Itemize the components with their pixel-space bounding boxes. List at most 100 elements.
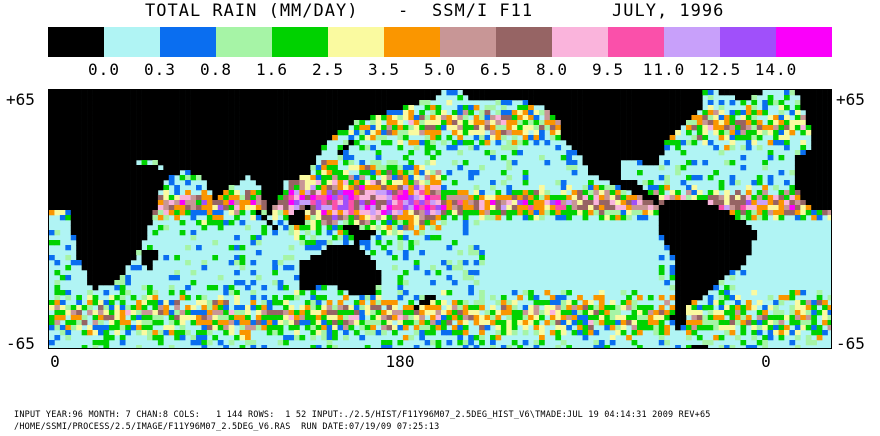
rain-cell xyxy=(174,315,180,321)
rain-cell xyxy=(348,210,355,216)
rain-cell xyxy=(430,145,436,151)
rain-cell xyxy=(337,195,344,201)
rain-cell xyxy=(522,170,529,176)
rain-cell xyxy=(59,330,66,336)
rain-cell xyxy=(294,325,300,331)
rain-cell xyxy=(702,320,709,326)
rain-cell xyxy=(125,325,131,331)
rain-cell xyxy=(718,200,725,206)
rain-cell xyxy=(375,190,382,196)
land-cell xyxy=(196,140,202,146)
rain-cell xyxy=(751,195,758,201)
rain-cell xyxy=(228,310,235,316)
land-cell xyxy=(87,205,93,211)
land-cell xyxy=(234,135,240,141)
rain-cell xyxy=(228,195,235,201)
rain-cell xyxy=(560,205,567,211)
rain-cell xyxy=(805,335,812,341)
land-cell xyxy=(294,155,300,161)
land-cell xyxy=(359,235,366,241)
land-cell xyxy=(620,115,627,121)
land-cell xyxy=(70,120,77,126)
land-cell xyxy=(49,205,55,211)
land-cell xyxy=(163,110,170,116)
land-cell xyxy=(332,120,338,126)
rain-cell xyxy=(201,195,208,201)
land-cell xyxy=(87,200,93,206)
rain-cell xyxy=(794,325,801,331)
rain-cell xyxy=(658,330,665,336)
rain-cell xyxy=(789,330,796,336)
land-cell xyxy=(304,270,311,276)
land-cell xyxy=(620,90,627,96)
rain-cell xyxy=(626,200,632,206)
land-cell xyxy=(98,135,104,141)
rain-cell xyxy=(402,270,409,276)
rain-cell xyxy=(147,285,153,291)
land-cell xyxy=(130,145,137,151)
rain-cell xyxy=(740,145,747,151)
rain-cell xyxy=(386,180,393,186)
rain-cell xyxy=(451,125,458,131)
land-cell xyxy=(87,120,93,126)
rain-cell xyxy=(375,155,382,161)
rain-cell xyxy=(435,210,442,216)
rain-cell xyxy=(359,195,366,201)
land-cell xyxy=(70,155,77,161)
rain-cell xyxy=(223,290,229,296)
rain-cell xyxy=(446,205,453,211)
rain-cell xyxy=(413,210,420,216)
rain-cell xyxy=(435,125,442,131)
land-cell xyxy=(179,135,186,141)
rain-cell xyxy=(751,95,758,101)
land-cell xyxy=(272,195,278,201)
rain-cell xyxy=(266,310,273,316)
rain-cell xyxy=(735,110,741,116)
rain-cell xyxy=(740,270,747,276)
rain-cell xyxy=(451,315,458,321)
land-cell xyxy=(332,245,338,251)
land-cell xyxy=(223,135,229,141)
rain-cell xyxy=(506,195,513,201)
rain-cell xyxy=(206,310,213,316)
land-cell xyxy=(353,290,360,296)
land-cell xyxy=(702,235,709,241)
land-cell xyxy=(702,275,709,281)
rain-cell xyxy=(462,125,469,131)
rain-cell xyxy=(511,160,518,166)
rain-cell xyxy=(239,255,246,261)
rain-cell xyxy=(713,120,719,126)
land-cell xyxy=(609,100,616,106)
land-cell xyxy=(593,115,600,121)
rain-cell xyxy=(430,325,436,331)
rain-cell xyxy=(756,195,763,201)
rain-cell xyxy=(484,320,491,326)
land-cell xyxy=(310,270,317,276)
rain-cell xyxy=(408,200,415,206)
land-cell xyxy=(152,185,159,191)
rain-cell xyxy=(647,310,654,316)
rain-cell xyxy=(402,320,409,326)
land-cell xyxy=(92,265,99,271)
land-cell xyxy=(664,220,670,226)
color-legend-bar xyxy=(48,27,832,57)
land-cell xyxy=(348,95,355,101)
land-cell xyxy=(114,205,121,211)
rain-cell xyxy=(261,305,268,311)
land-cell xyxy=(702,210,709,216)
land-cell xyxy=(370,265,376,271)
rain-cell xyxy=(794,210,801,216)
rain-cell xyxy=(784,115,790,121)
land-cell xyxy=(326,255,333,261)
rain-cell xyxy=(179,195,186,201)
land-cell xyxy=(424,90,431,96)
rain-cell xyxy=(751,200,758,206)
land-cell xyxy=(609,175,616,181)
rain-cell xyxy=(234,320,240,326)
land-cell xyxy=(108,110,115,116)
rain-cell xyxy=(816,300,823,306)
rain-cell xyxy=(381,205,387,211)
rain-cell xyxy=(511,210,518,216)
land-cell xyxy=(103,235,110,241)
rain-cell xyxy=(370,320,376,326)
